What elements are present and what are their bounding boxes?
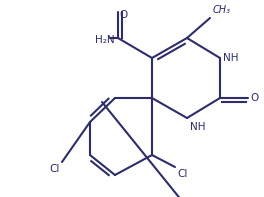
Text: NH: NH (223, 53, 238, 63)
Text: Cl: Cl (50, 164, 60, 174)
Text: H₂N: H₂N (95, 35, 115, 45)
Text: O: O (250, 93, 258, 103)
Text: CH₃: CH₃ (213, 5, 231, 15)
Text: Cl: Cl (177, 169, 187, 179)
Text: NH: NH (190, 122, 205, 132)
Text: O: O (119, 10, 127, 20)
